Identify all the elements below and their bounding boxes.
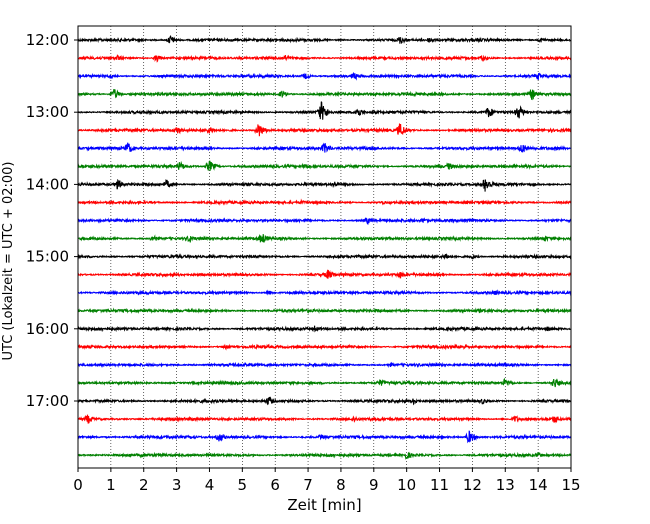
y-tick-label-4: 16:00	[26, 320, 69, 338]
y-tick-label-2: 14:00	[26, 175, 69, 193]
trace-row-1415	[77, 198, 572, 206]
trace-row-1345	[77, 160, 572, 171]
y-tick-label-3: 15:00	[26, 248, 69, 266]
trace-row-1715	[77, 414, 572, 424]
trace-row-1245	[77, 89, 572, 101]
x-tick-label-10: 10	[397, 476, 416, 494]
y-axis-label: UTC (Lokalzeit = UTC + 02:00)	[1, 162, 16, 361]
trace-row-1530	[77, 289, 572, 297]
trace-row-1600	[77, 325, 571, 333]
trace-row-1430	[77, 217, 572, 226]
x-tick-label-3: 3	[172, 476, 182, 494]
trace-row-1745	[77, 451, 572, 460]
trace-row-1515	[77, 269, 572, 279]
x-tick-label-1: 1	[106, 476, 116, 494]
x-axis-label: Zeit [min]	[287, 496, 361, 514]
trace-row-1615	[77, 343, 572, 351]
trace-row-1200	[77, 35, 571, 45]
trace-row-1300	[77, 101, 572, 120]
trace-row-1700	[77, 396, 572, 406]
x-tick-label-11: 11	[430, 476, 449, 494]
trace-row-1315	[77, 123, 572, 137]
trace-layer	[77, 35, 572, 460]
x-tick-label-13: 13	[496, 476, 515, 494]
y-tick-label-5: 17:00	[26, 392, 69, 410]
x-tick-label-9: 9	[369, 476, 379, 494]
x-tick-label-2: 2	[139, 476, 149, 494]
trace-row-1230	[77, 71, 572, 81]
trace-row-1330	[77, 142, 572, 153]
x-tick-label-12: 12	[463, 476, 482, 494]
trace-row-1400	[77, 178, 572, 192]
x-tick-label-15: 15	[561, 476, 580, 494]
x-tick-label-6: 6	[270, 476, 280, 494]
trace-row-1500	[77, 253, 572, 261]
trace-row-1445	[77, 234, 572, 243]
trace-row-1545	[77, 307, 572, 314]
trace-row-1215	[77, 54, 572, 63]
x-tick-label-8: 8	[336, 476, 346, 494]
x-tick-label-7: 7	[303, 476, 313, 494]
trace-row-1645	[77, 377, 572, 388]
x-tick-label-0: 0	[73, 476, 83, 494]
y-tick-label-0: 12:00	[26, 31, 69, 49]
trace-row-1730	[77, 430, 572, 444]
x-tick-label-5: 5	[238, 476, 248, 494]
tick-layer: 0 1 2 3 4 5 6 7 8 9 10 11 12 13 14 1512:0013:0014:0015:…	[26, 31, 581, 494]
trace-row-1630	[77, 361, 572, 369]
plot-frame	[77, 25, 572, 469]
x-tick-label-14: 14	[529, 476, 548, 494]
x-tick-label-4: 4	[205, 476, 215, 494]
y-tick-label-1: 13:00	[26, 103, 69, 121]
